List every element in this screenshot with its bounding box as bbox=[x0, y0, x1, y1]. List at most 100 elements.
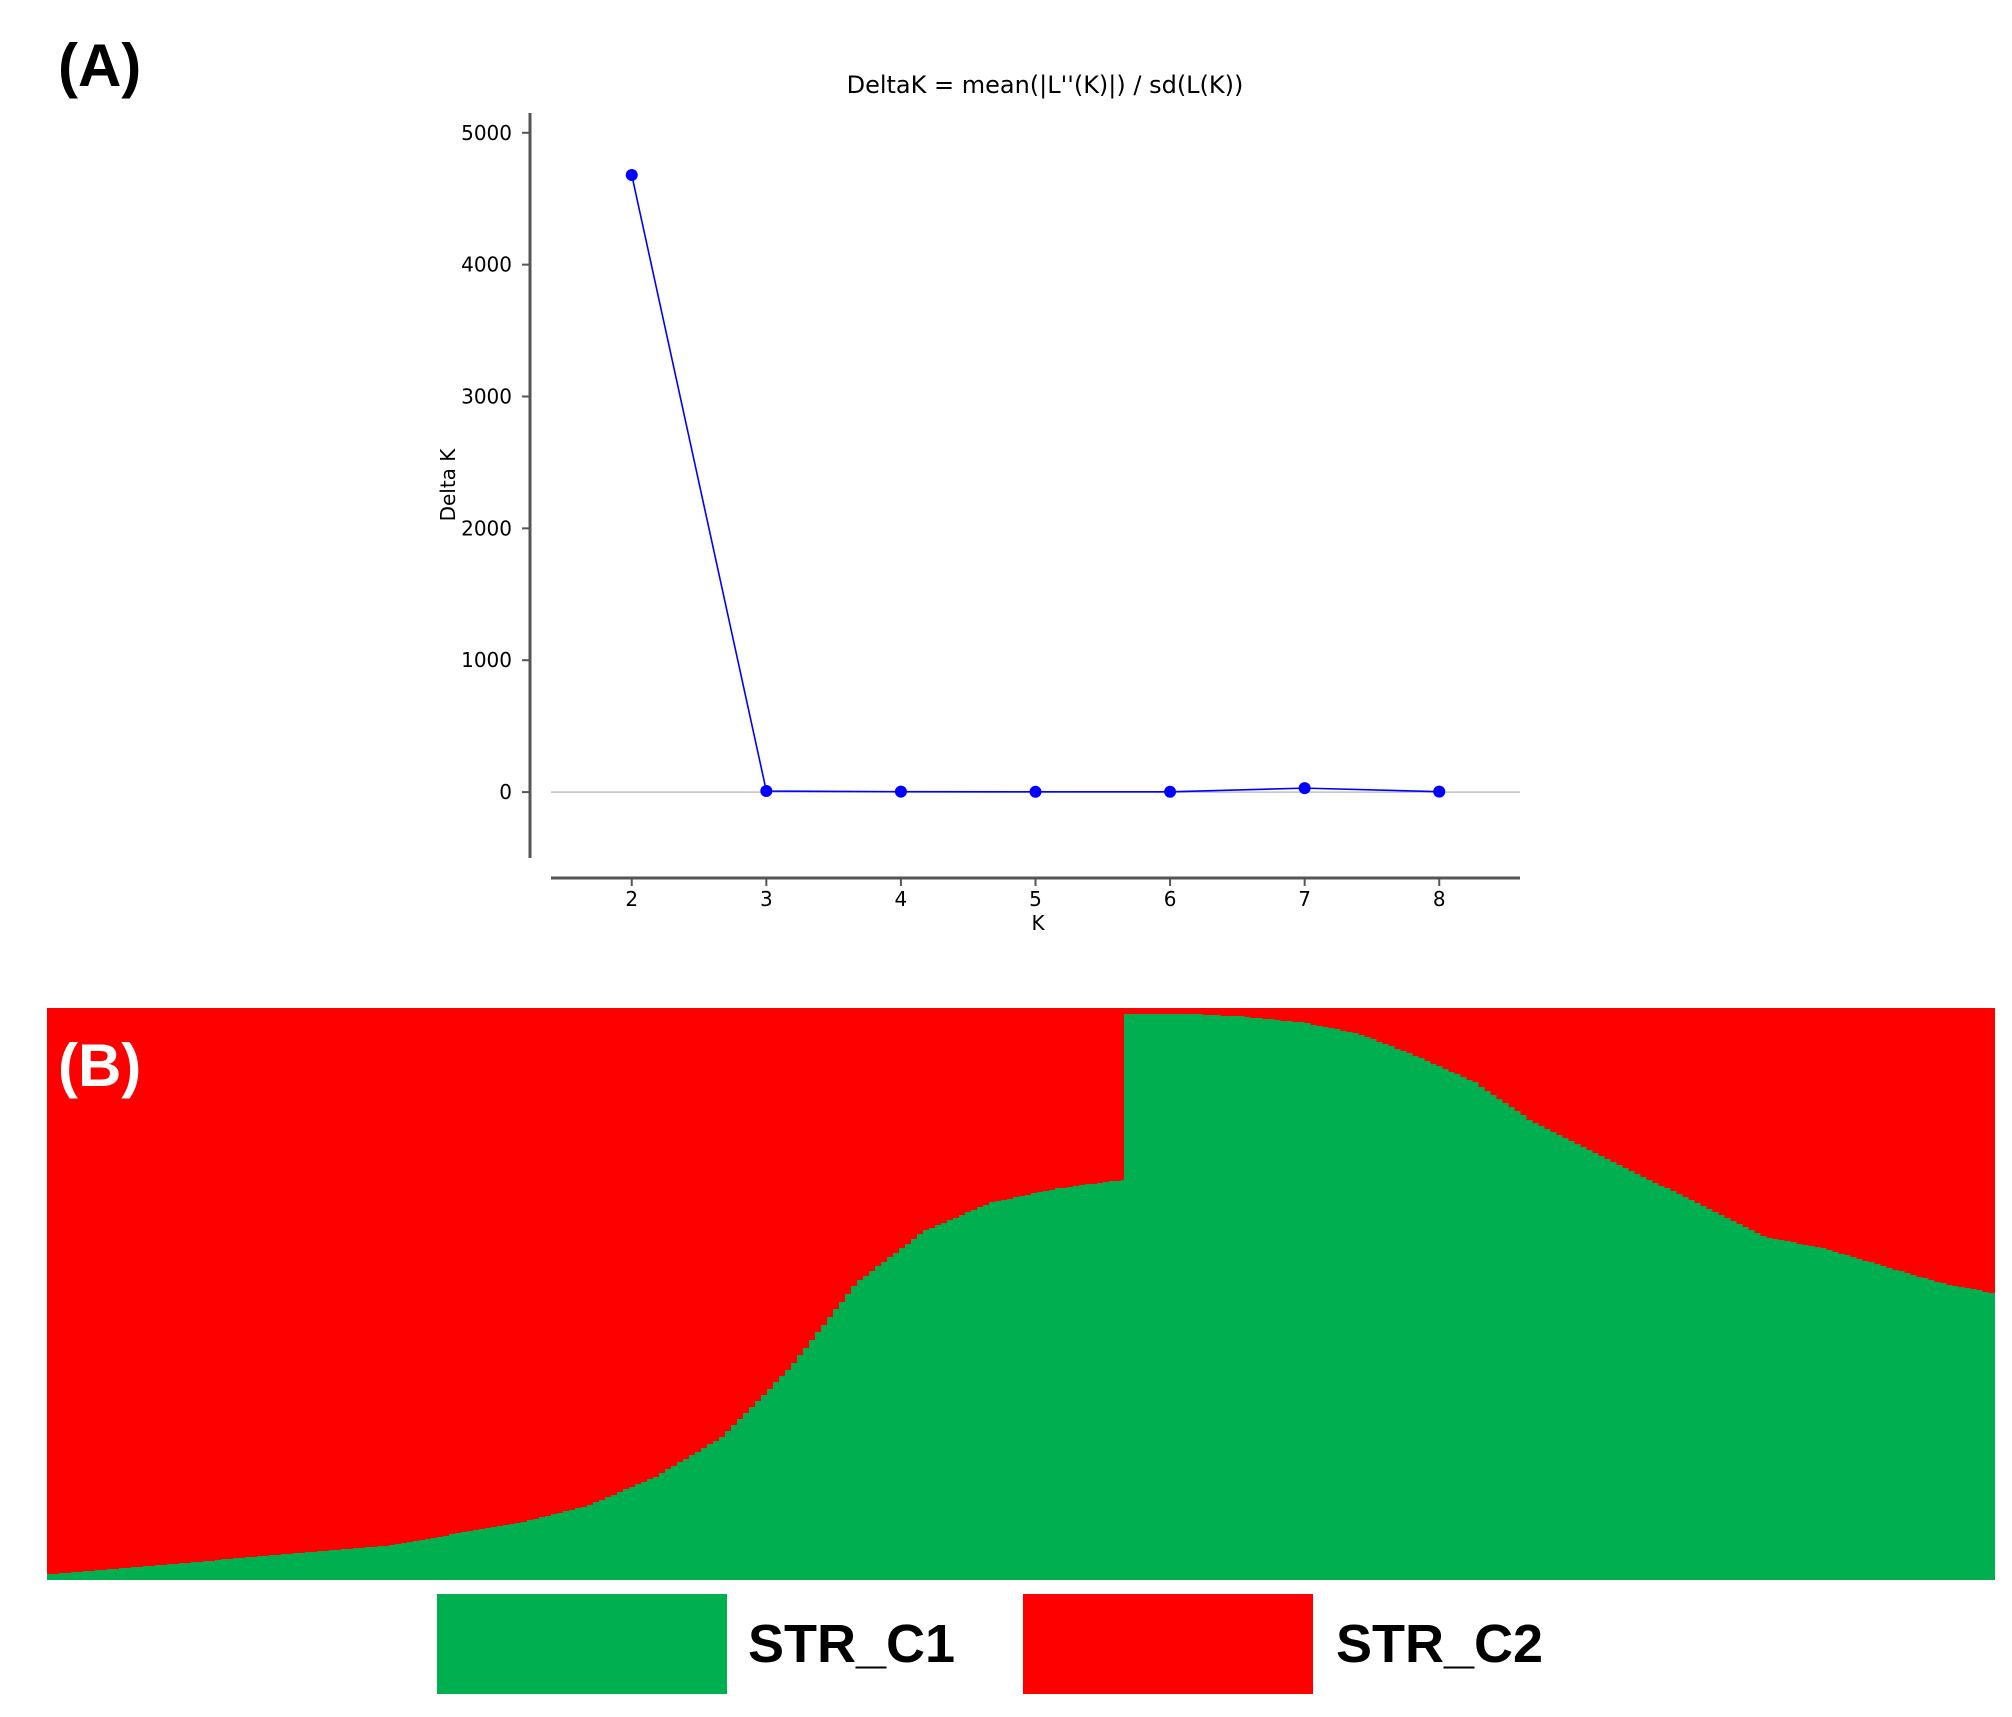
str-c1-bar bbox=[1412, 1056, 1419, 1580]
str-c1-bar bbox=[665, 1469, 672, 1580]
x-tick-label: 4 bbox=[895, 887, 908, 911]
str-c1-bar bbox=[59, 1573, 66, 1580]
str-c1-bar bbox=[1532, 1123, 1539, 1580]
str-c1-bar bbox=[1322, 1027, 1329, 1580]
str-c1-bar bbox=[821, 1325, 828, 1580]
legend: STR_C1 STR_C2 bbox=[0, 1594, 2012, 1704]
str-c1-bar bbox=[323, 1551, 330, 1580]
str-c1-bar bbox=[143, 1566, 150, 1580]
str-c1-bar bbox=[1832, 1252, 1839, 1580]
x-tick-label: 7 bbox=[1298, 887, 1311, 911]
str-c1-bar bbox=[929, 1228, 936, 1580]
str-c1-bar bbox=[1454, 1074, 1461, 1580]
str-c1-bar bbox=[1280, 1021, 1287, 1580]
str-c1-bar bbox=[521, 1522, 528, 1580]
str-c1-bar bbox=[569, 1510, 576, 1580]
str-c1-bar bbox=[1964, 1288, 1971, 1580]
str-c1-bar bbox=[1688, 1200, 1695, 1580]
str-c1-bar bbox=[1796, 1244, 1803, 1580]
str-c1-bar bbox=[359, 1548, 366, 1580]
x-tick-label: 5 bbox=[1029, 887, 1042, 911]
str-c1-bar bbox=[1268, 1019, 1275, 1580]
legend-label-str-c2: STR_C2 bbox=[1336, 1614, 1544, 1674]
str-c1-bar bbox=[167, 1564, 174, 1580]
str-c1-bar bbox=[1220, 1016, 1227, 1580]
str-c1-bar bbox=[1634, 1174, 1641, 1580]
str-c1-bar bbox=[1736, 1224, 1743, 1580]
str-c1-bar bbox=[965, 1212, 972, 1580]
str-c1-bar bbox=[413, 1541, 420, 1580]
str-c1-bar bbox=[1706, 1209, 1713, 1580]
data-point bbox=[894, 785, 907, 798]
str-c1-bar bbox=[1037, 1192, 1044, 1580]
str-c1-bar bbox=[1514, 1111, 1521, 1580]
str-c1-bar bbox=[1646, 1180, 1653, 1580]
str-c1-bar bbox=[1358, 1035, 1365, 1580]
str-c1-bar bbox=[947, 1220, 954, 1580]
str-c1-bar bbox=[1802, 1245, 1809, 1580]
str-c1-bar bbox=[389, 1545, 396, 1580]
delta-k-chart: DeltaK = mean(|L''(K)|) / sd(L(K)) Delta… bbox=[436, 71, 1520, 935]
str-c1-bar bbox=[1418, 1058, 1425, 1580]
str-c1-bar bbox=[485, 1528, 492, 1580]
data-point bbox=[1433, 785, 1446, 798]
str-c1-bar bbox=[1592, 1153, 1599, 1580]
str-c1-bar bbox=[1073, 1186, 1080, 1580]
str-c1-bar bbox=[707, 1444, 714, 1580]
str-c1-bar bbox=[251, 1557, 258, 1580]
str-c1-bar bbox=[233, 1558, 240, 1580]
y-tick-label: 3000 bbox=[461, 384, 512, 408]
str-c1-bar bbox=[881, 1262, 888, 1580]
str-c1-bar bbox=[1994, 1294, 1995, 1580]
str-c1-bar bbox=[335, 1550, 342, 1580]
str-c1-bar bbox=[83, 1571, 90, 1580]
str-c1-bar bbox=[293, 1553, 300, 1580]
str-c1-bar bbox=[701, 1448, 708, 1580]
str-c1-bar bbox=[1388, 1046, 1395, 1580]
str-c1-bar bbox=[953, 1218, 960, 1580]
str-c1-bar bbox=[53, 1574, 60, 1580]
str-c1-bar bbox=[1196, 1014, 1203, 1580]
str-c1-bar bbox=[647, 1479, 654, 1580]
str-c1-bar bbox=[1352, 1033, 1359, 1580]
str-c1-bar bbox=[1400, 1051, 1407, 1580]
str-c1-bar bbox=[1508, 1107, 1515, 1580]
str-c1-bar bbox=[557, 1513, 564, 1580]
str-c1-bar bbox=[1466, 1080, 1473, 1580]
y-axis-label: Delta K bbox=[436, 448, 460, 522]
str-c1-bar bbox=[1310, 1025, 1317, 1580]
str-c1-bar bbox=[383, 1546, 390, 1580]
str-c1-bar bbox=[1025, 1195, 1032, 1580]
str-c1-bar bbox=[617, 1492, 624, 1580]
str-c1-bar bbox=[329, 1550, 336, 1580]
str-c1-bar bbox=[221, 1559, 228, 1580]
str-c1-bar bbox=[899, 1248, 906, 1580]
str-c1-bar bbox=[365, 1547, 372, 1580]
str-c1-bar bbox=[593, 1502, 600, 1580]
str-c1-bar bbox=[1502, 1103, 1509, 1580]
str-c1-bar bbox=[347, 1549, 354, 1580]
x-tick-label: 3 bbox=[760, 887, 773, 911]
str-c1-bar bbox=[125, 1568, 132, 1580]
str-c1-bar bbox=[845, 1294, 852, 1580]
str-c1-bar bbox=[1121, 1180, 1125, 1580]
str-c1-bar bbox=[779, 1376, 786, 1580]
str-c1-bar bbox=[1001, 1200, 1008, 1580]
str-c1-bar bbox=[1808, 1246, 1815, 1580]
str-c1-bar bbox=[725, 1431, 732, 1580]
str-c1-bar bbox=[149, 1566, 156, 1580]
str-c1-bar bbox=[1424, 1061, 1431, 1580]
str-c1-bar bbox=[497, 1526, 504, 1580]
str-c1-bar bbox=[1640, 1177, 1647, 1580]
str-c1-bar bbox=[1334, 1029, 1341, 1580]
str-c1-bar bbox=[95, 1570, 102, 1580]
str-c1-bar bbox=[209, 1561, 216, 1580]
str-c1-bar bbox=[539, 1517, 546, 1580]
str-c1-bar bbox=[1898, 1271, 1905, 1580]
str-c1-bar bbox=[1958, 1287, 1965, 1580]
str-c1-bar bbox=[983, 1205, 990, 1580]
str-c1-bar bbox=[119, 1568, 126, 1580]
str-c1-bar bbox=[1346, 1032, 1353, 1580]
y-tick-label: 5000 bbox=[461, 121, 512, 145]
x-tick-label: 8 bbox=[1433, 887, 1446, 911]
